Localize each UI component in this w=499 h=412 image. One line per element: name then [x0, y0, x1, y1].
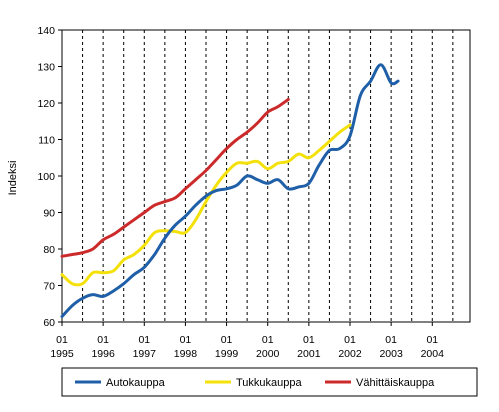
x-tick-month: 01 [426, 334, 438, 346]
vertical-gridlines [82, 30, 454, 322]
y-tick-label: 130 [37, 62, 55, 74]
y-tick-label: 90 [43, 208, 55, 220]
y-axis: 60 70 80 90 100 110 120 130 140 [37, 25, 62, 329]
x-tick-month: 01 [97, 334, 109, 346]
x-tick-month: 01 [56, 334, 68, 346]
y-tick-label: 80 [43, 244, 55, 256]
series-line-tukkukauppa [60, 123, 352, 287]
legend-label: Vähittäiskauppa [356, 377, 435, 389]
plot-area [61, 29, 471, 323]
x-axis: 01 1995 01 1996 01 1997 01 1998 01 1999 01 2000 01 20… [50, 322, 444, 360]
series-lines [60, 63, 400, 318]
x-tick-month: 01 [303, 334, 315, 346]
x-tick-month: 01 [180, 334, 192, 346]
y-tick-label: 110 [38, 135, 55, 147]
legend-box [61, 367, 478, 397]
plot-border [61, 29, 471, 323]
x-tick-year: 2004 [421, 348, 445, 360]
x-tick-month: 01 [344, 334, 356, 346]
x-tick-year: 1995 [50, 348, 74, 360]
y-axis-title: Indeksi [7, 161, 19, 196]
x-tick-month: 01 [221, 334, 233, 346]
legend: Autokauppa Tukkukauppa Vähittäiskauppa [61, 367, 478, 397]
x-tick-year: 1996 [91, 348, 115, 360]
x-tick-year: 2001 [297, 348, 321, 360]
x-tick-year: 2000 [256, 348, 280, 360]
series-line-v-hitt-iskauppa [60, 97, 290, 258]
y-tick-label: 70 [43, 281, 55, 293]
x-tick-month: 01 [262, 334, 274, 346]
x-tick-month: 01 [385, 334, 397, 346]
x-tick-year: 1997 [133, 348, 157, 360]
legend-label: Autokauppa [106, 377, 166, 389]
legend-label: Tukkukauppa [236, 377, 303, 389]
y-tick-label: 60 [43, 317, 55, 329]
x-tick-year: 2002 [338, 348, 362, 360]
series-line-autokauppa [60, 63, 400, 318]
y-tick-label: 120 [37, 98, 55, 110]
x-tick-year: 2003 [379, 348, 403, 360]
y-tick-label: 100 [37, 171, 55, 183]
x-tick-month: 01 [138, 334, 150, 346]
x-tick-year: 1999 [215, 348, 239, 360]
x-tick-year: 1998 [174, 348, 198, 360]
y-tick-label: 140 [37, 25, 55, 37]
